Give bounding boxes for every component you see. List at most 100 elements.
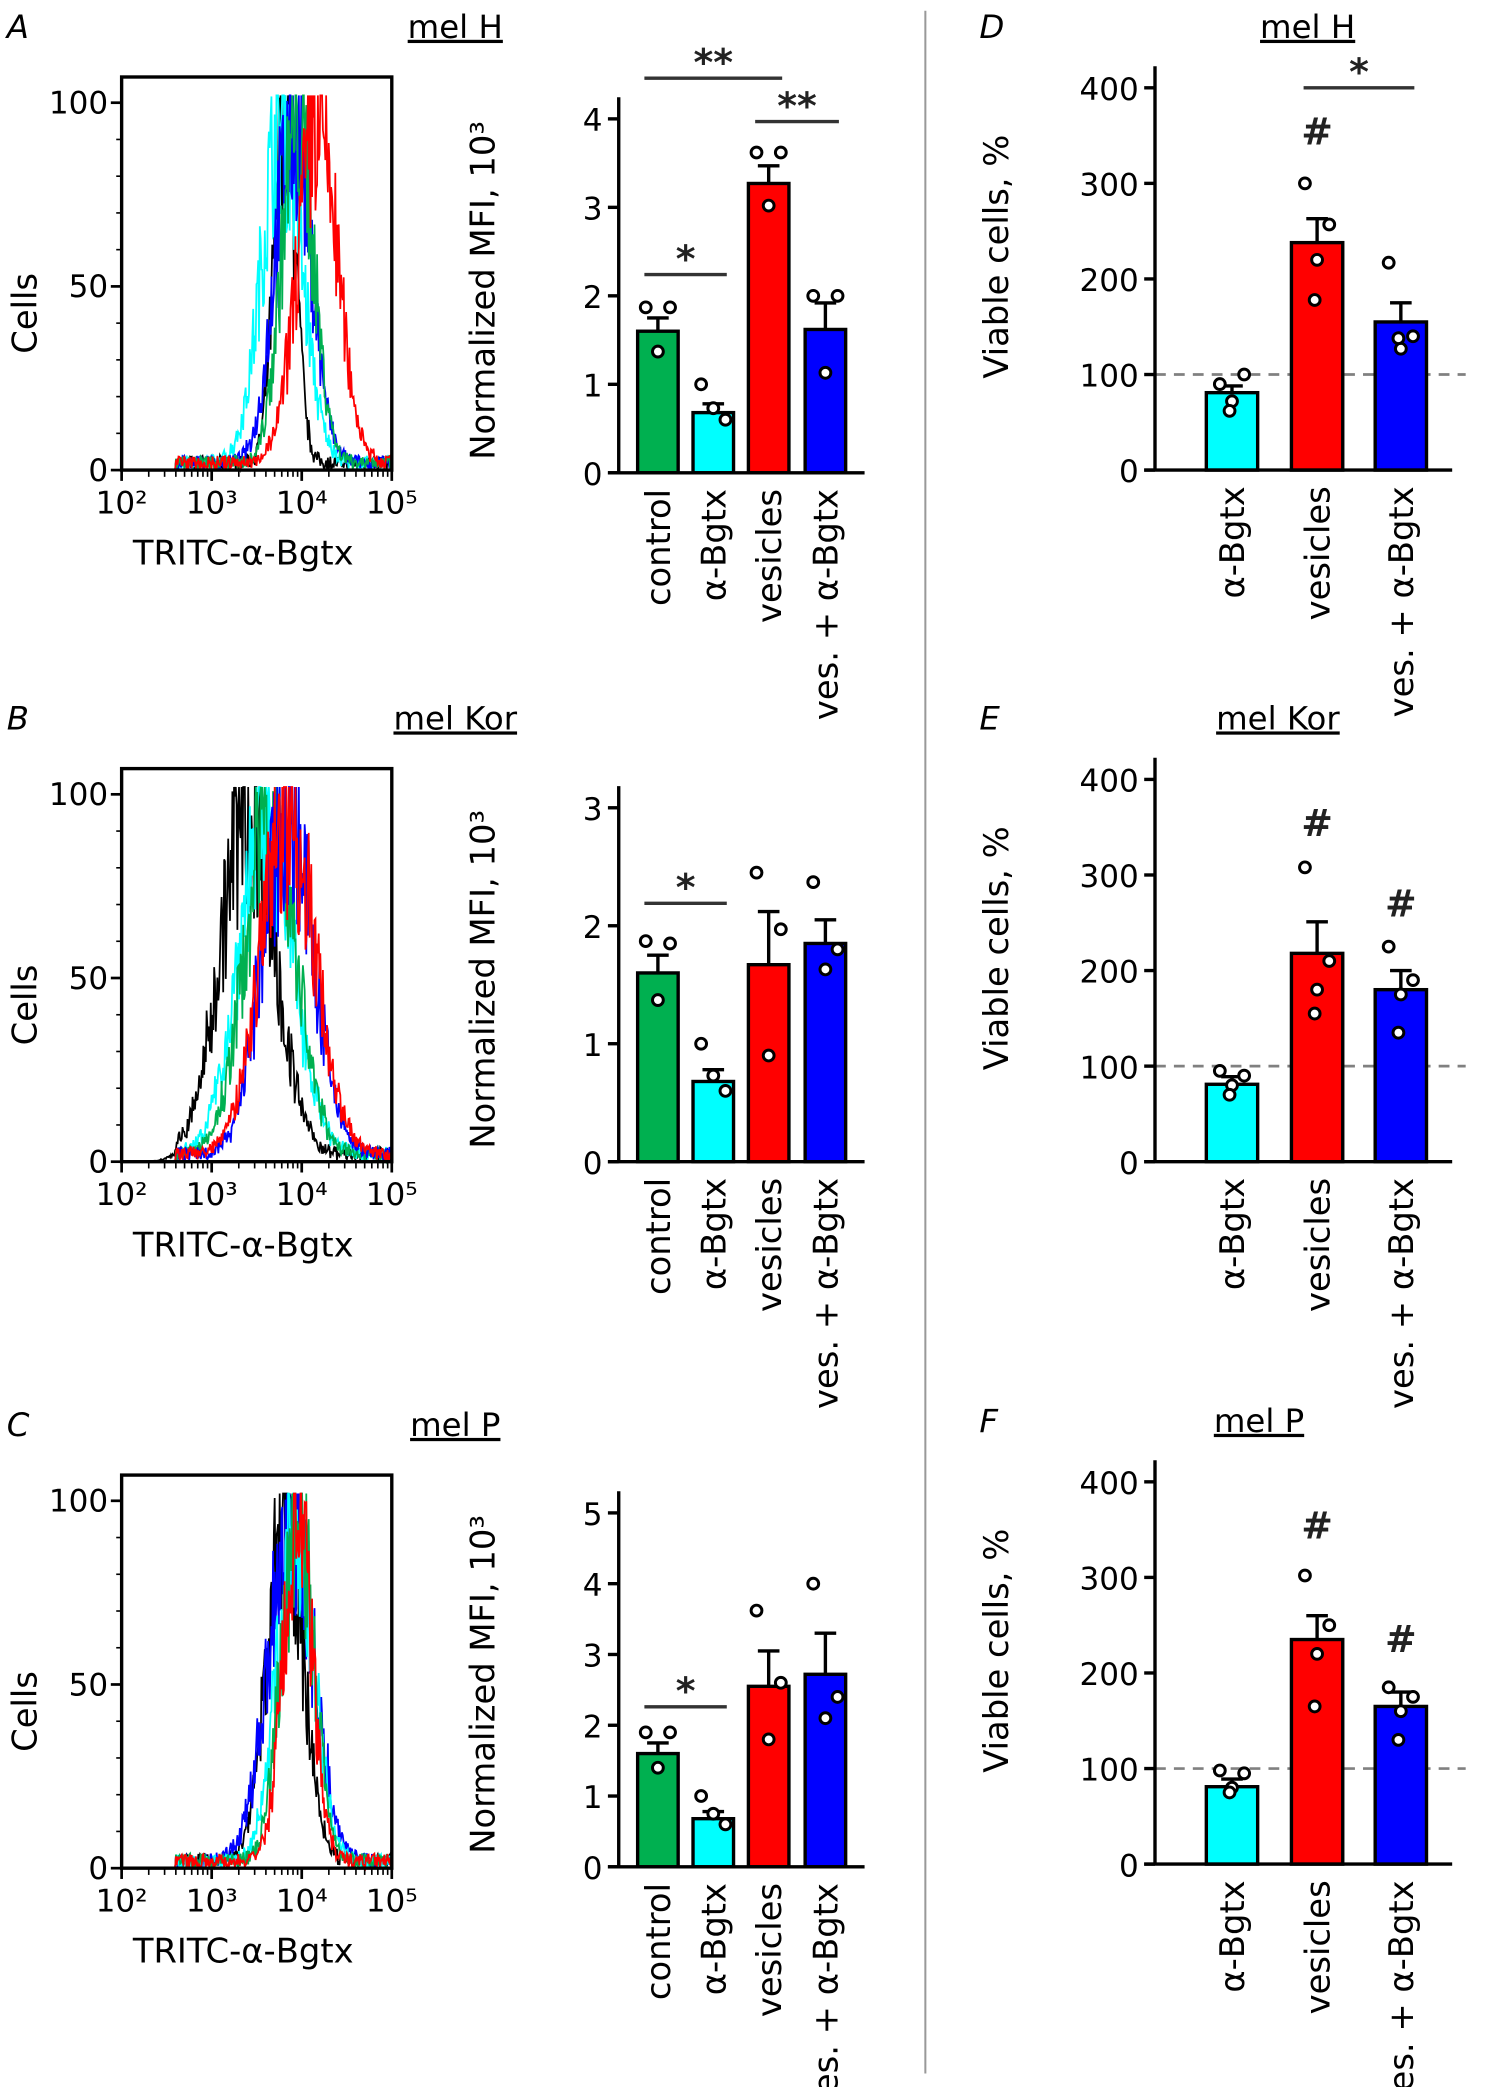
data-point (1322, 1618, 1337, 1633)
y-tick-label: 300 (1080, 859, 1139, 895)
data-point (773, 145, 788, 160)
category-label: ves. + α-Bgtx (1382, 1178, 1421, 1409)
data-point (806, 1576, 821, 1591)
data-point (694, 1789, 709, 1803)
x-tick-label: 10³ (186, 1177, 238, 1213)
y-axis-label: Normalized MFI, 10³ (463, 810, 502, 1149)
category-label: α-Bgtx (694, 1178, 733, 1290)
plot-frame (119, 75, 394, 472)
y-tick-label: 0 (583, 1851, 603, 1887)
histogram-series-0 (126, 1492, 393, 1870)
x-tick-label: 10⁴ (276, 1177, 328, 1213)
x-axis-label: TRITC-α-Bgtx (132, 1932, 354, 1971)
significance-mark: # (1385, 881, 1417, 925)
x-tick-label: 10⁴ (276, 485, 328, 521)
y-tick-label: 2 (583, 1709, 603, 1745)
y-tick-label: 0 (1119, 454, 1139, 490)
data-point (1237, 1068, 1252, 1083)
y-tick-label: 100 (1080, 1753, 1139, 1789)
y-tick-label: 4 (583, 103, 603, 139)
significance-mark: # (1301, 801, 1333, 845)
y-tick-label: 0 (88, 453, 108, 489)
panel-title: mel P (410, 1406, 500, 1444)
significance-mark: ** (777, 84, 817, 128)
panel-letter: E (979, 699, 1000, 737)
y-tick-label: 2 (583, 280, 603, 316)
y-tick-label: 200 (1080, 1657, 1139, 1693)
bar-panel-C: control α-Bgtx vesicles ves. + α-Bgtx 0 1 2 3 4 5… (463, 1491, 865, 2087)
significance-mark: # (1301, 1504, 1333, 1548)
category-label: vesicles (750, 1883, 789, 2017)
y-tick-label: 300 (1080, 1562, 1139, 1598)
data-point (1212, 1064, 1227, 1078)
significance-mark: ** (694, 40, 734, 84)
data-point (706, 1068, 721, 1083)
data-point (651, 993, 665, 1007)
data-point (706, 401, 721, 416)
category-label: ves. + α-Bgtx (807, 1178, 846, 1409)
significance-mark: * (676, 237, 696, 281)
y-tick-label: 200 (1080, 263, 1139, 299)
y-tick-label: 200 (1080, 955, 1139, 991)
y-tick-label: 100 (49, 777, 108, 813)
y-axis-label: Viable cells, % (977, 826, 1016, 1070)
data-point (830, 1690, 845, 1704)
y-axis-label: Normalized MFI, 10³ (463, 1515, 502, 1854)
data-point (1391, 331, 1406, 346)
y-tick-label: 4 (583, 1568, 603, 1604)
category-label: control (639, 1178, 678, 1295)
data-point (1406, 329, 1420, 344)
data-point (638, 1725, 653, 1740)
y-axis-label: Cells (6, 965, 45, 1046)
category-label: control (639, 1883, 678, 2000)
panel-letter: B (7, 699, 29, 737)
y-tick-label: 400 (1080, 1466, 1139, 1502)
panel-title: mel H (1260, 8, 1355, 46)
y-tick-label: 0 (88, 1145, 108, 1181)
y-tick-label: 50 (69, 269, 109, 305)
data-point (663, 300, 677, 315)
category-label: control (639, 489, 678, 606)
data-point (773, 922, 788, 937)
data-point (1222, 1785, 1237, 1800)
panel-letter: D (979, 8, 1004, 46)
category-label: α-Bgtx (1213, 1880, 1252, 1992)
data-point (1391, 1025, 1406, 1040)
category-label: α-Bgtx (694, 1883, 733, 1995)
data-point (1212, 377, 1227, 391)
data-point (1310, 1646, 1324, 1661)
y-tick-label: 1 (583, 1028, 603, 1064)
x-tick-label: 10⁴ (276, 1883, 328, 1919)
data-point (818, 365, 833, 380)
panel-title: mel H (408, 8, 503, 46)
data-point (1322, 954, 1337, 968)
y-tick-label: 3 (583, 192, 603, 228)
significance-mark: # (1385, 1617, 1417, 1661)
y-tick-label: 50 (69, 1667, 109, 1703)
y-tick-label: 100 (1080, 1050, 1139, 1086)
data-point (830, 942, 845, 957)
category-label: vesicles (1298, 1178, 1337, 1312)
y-tick-label: 100 (49, 1484, 108, 1520)
category-label: α-Bgtx (694, 489, 733, 601)
data-point (806, 875, 821, 889)
data-point (1307, 1699, 1322, 1714)
panel-title: mel P (1214, 1402, 1304, 1440)
data-point (830, 288, 845, 303)
data-point (1237, 367, 1252, 382)
data-point (651, 344, 665, 359)
data-point (663, 936, 677, 951)
bar-panel-A: control α-Bgtx vesicles ves. + α-Bgtx 0 1 2 3 4 N… (463, 40, 865, 720)
y-tick-label: 400 (1080, 72, 1139, 108)
panel-letter: F (979, 1402, 999, 1440)
panel-title: mel Kor (1216, 699, 1340, 737)
category-label: ves. + α-Bgtx (1382, 1880, 1421, 2087)
data-point (1298, 860, 1312, 875)
bar-2 (746, 962, 791, 1164)
y-tick-label: 1 (583, 368, 603, 404)
data-point (694, 1036, 709, 1051)
